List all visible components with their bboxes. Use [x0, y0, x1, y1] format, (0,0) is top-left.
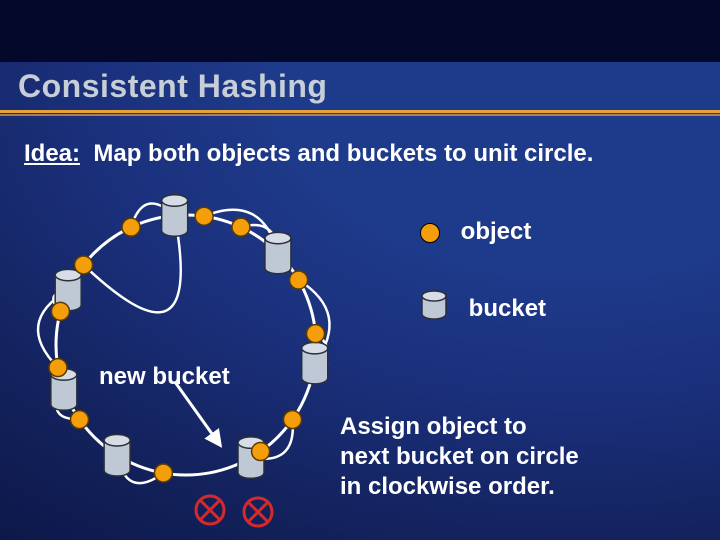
slide-title: Consistent Hashing: [18, 68, 327, 105]
bucket-node: [162, 195, 188, 236]
assign-arc: [251, 451, 262, 463]
assign-text: Assign object tonext bucket on circlein …: [340, 412, 579, 502]
assign-arc: [241, 225, 278, 253]
object-node: [75, 256, 93, 274]
bucket-node: [302, 342, 328, 383]
object-node: [252, 442, 270, 460]
title-rule: [0, 110, 720, 113]
object-node: [122, 218, 140, 236]
object-node: [154, 464, 172, 482]
assign-arc: [315, 334, 327, 363]
object-node: [71, 411, 89, 429]
new-bucket-arrow: [175, 382, 220, 445]
forbidden-icon: [244, 498, 272, 526]
assign-arc: [204, 210, 278, 253]
unit-circle: [56, 215, 316, 475]
object-node: [290, 271, 308, 289]
bucket-node: [104, 435, 130, 476]
assign-arc: [57, 389, 80, 419]
legend-object: object: [420, 218, 531, 246]
object-node: [51, 302, 69, 320]
bucket-node: [55, 269, 81, 310]
object-node: [49, 359, 67, 377]
bucket-icon: [420, 290, 448, 329]
object-node: [283, 411, 301, 429]
idea-text: Map both objects and buckets to unit cir…: [93, 140, 593, 167]
legend-object-label: object: [461, 218, 532, 245]
slide: Consistent Hashing Idea: Map both object…: [0, 0, 720, 540]
object-node: [195, 207, 213, 225]
assign-arc: [131, 203, 175, 227]
object-node: [232, 218, 250, 236]
forbidden-icon: [196, 496, 224, 524]
legend-bucket: bucket: [420, 290, 546, 329]
title-rule-2: [0, 114, 720, 116]
assign-arc: [38, 290, 68, 368]
object-dot-icon: [420, 223, 440, 243]
assign-arc: [251, 420, 293, 459]
idea-line: Idea: Map both objects and buckets to un…: [24, 140, 593, 168]
assign-arc: [117, 455, 163, 483]
object-node: [307, 325, 325, 343]
new-bucket-label: new bucket: [99, 363, 230, 391]
assign-arc: [299, 280, 330, 363]
idea-label: Idea:: [24, 140, 80, 167]
bucket-node: [51, 369, 77, 410]
legend-bucket-label: bucket: [469, 295, 546, 322]
top-band: [0, 0, 720, 62]
assign-arc: [53, 290, 68, 311]
bucket-node: [265, 232, 291, 273]
assign-arc: [84, 215, 181, 312]
bucket-node: [238, 437, 264, 478]
